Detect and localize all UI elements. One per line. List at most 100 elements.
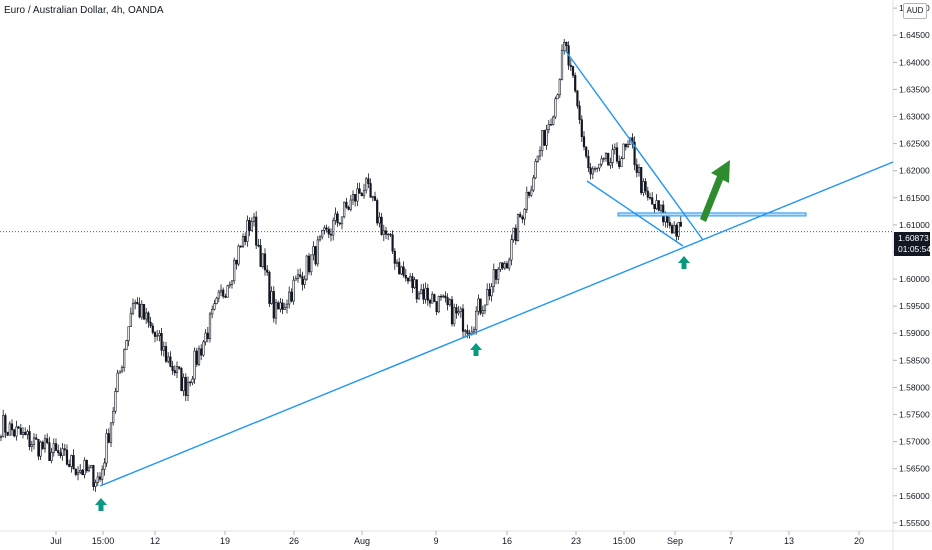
candle-body — [345, 201, 348, 208]
candle-body — [395, 261, 399, 264]
y-tick-label: 1.55500 — [899, 518, 930, 528]
candle-body — [532, 177, 535, 191]
candle-body — [263, 253, 267, 271]
candle-body — [354, 194, 357, 202]
candle-body — [222, 289, 225, 297]
y-tick-label: 1.64000 — [899, 57, 930, 67]
candle-body — [351, 194, 355, 201]
candle-body — [552, 116, 555, 125]
wedge-upper-trendline — [564, 49, 704, 241]
candle-body — [173, 370, 176, 374]
candle-body — [41, 441, 44, 449]
candle-body — [569, 64, 572, 67]
y-tick-label: 1.59500 — [899, 301, 930, 311]
candle-body — [486, 289, 489, 306]
candle-body — [314, 246, 317, 265]
candle-body — [673, 225, 676, 234]
candle-body — [448, 299, 451, 306]
candle-body — [411, 276, 414, 288]
candle-body — [391, 234, 394, 252]
candle-body — [466, 330, 469, 334]
candle-body — [334, 213, 337, 221]
candle-body — [398, 261, 401, 275]
candle-body — [316, 239, 319, 265]
candle-body — [186, 381, 190, 396]
x-tick-label: 19 — [220, 536, 230, 546]
candle-body — [189, 381, 192, 384]
candle-body — [574, 75, 577, 92]
candle-body — [358, 188, 361, 194]
candle-body — [204, 332, 207, 343]
x-tick-label: 26 — [289, 536, 299, 546]
candle-body — [554, 98, 557, 118]
candle-body — [536, 155, 539, 162]
candle-body — [501, 262, 504, 269]
candle-body — [580, 119, 583, 138]
candle-body — [527, 192, 531, 196]
candle-body — [228, 284, 231, 287]
candle-body — [490, 286, 493, 297]
candle-body — [635, 164, 638, 173]
candle-body — [505, 263, 509, 269]
candle-body — [640, 167, 643, 194]
x-tick-label: 13 — [784, 536, 794, 546]
candle-body — [54, 443, 58, 451]
candle-body — [252, 216, 256, 222]
candle-body — [679, 222, 682, 227]
candle-body — [655, 200, 658, 210]
last-price-value: 1.60873 — [898, 233, 929, 243]
candle-body — [151, 325, 154, 333]
y-tick-label: 1.56500 — [899, 464, 930, 474]
candle-body — [431, 294, 434, 304]
projection-arrow — [700, 160, 730, 222]
candle-body — [545, 129, 548, 146]
candle-body — [85, 460, 88, 472]
candle-body — [435, 301, 438, 313]
candle-body — [257, 244, 260, 247]
candle-body — [508, 259, 511, 269]
candle-body — [642, 181, 645, 194]
candle-body — [378, 216, 381, 224]
candle-body — [519, 214, 522, 218]
candle-body — [446, 297, 449, 306]
candle-body — [101, 469, 104, 480]
candle-body — [613, 147, 616, 150]
candle-body — [182, 376, 185, 392]
rising-support-trendline — [99, 161, 894, 487]
candle-body — [376, 200, 379, 224]
candle-body — [406, 277, 410, 282]
candle-body — [226, 285, 229, 298]
candle-body — [290, 291, 293, 302]
candle-body — [26, 431, 29, 435]
candle-body — [96, 476, 99, 483]
candle-body — [323, 227, 326, 231]
candle-body — [19, 427, 22, 435]
candle-body — [371, 196, 374, 198]
candle-body — [13, 429, 16, 437]
candle-body — [255, 216, 258, 246]
candle-body — [30, 444, 33, 448]
candle-body — [52, 443, 55, 453]
candle-body — [356, 188, 359, 202]
candle-body — [171, 366, 174, 371]
candle-body — [244, 235, 247, 242]
candle-body — [479, 298, 482, 314]
candle-body — [380, 216, 383, 235]
currency-badge[interactable]: AUD — [903, 3, 927, 19]
candle-body — [437, 296, 440, 313]
candle-body — [444, 295, 447, 298]
candle-body — [241, 235, 245, 247]
candle-body — [156, 335, 159, 337]
candle-body — [98, 476, 102, 480]
candle-body — [549, 124, 553, 126]
candle-body — [455, 307, 458, 314]
candle-body — [521, 216, 524, 220]
candle-body — [105, 433, 108, 464]
candle-body — [382, 230, 385, 235]
candle-body — [439, 296, 443, 298]
candle-body — [367, 178, 370, 184]
candle-body — [556, 94, 559, 100]
candle-body — [215, 297, 218, 304]
candle-body — [43, 438, 47, 449]
